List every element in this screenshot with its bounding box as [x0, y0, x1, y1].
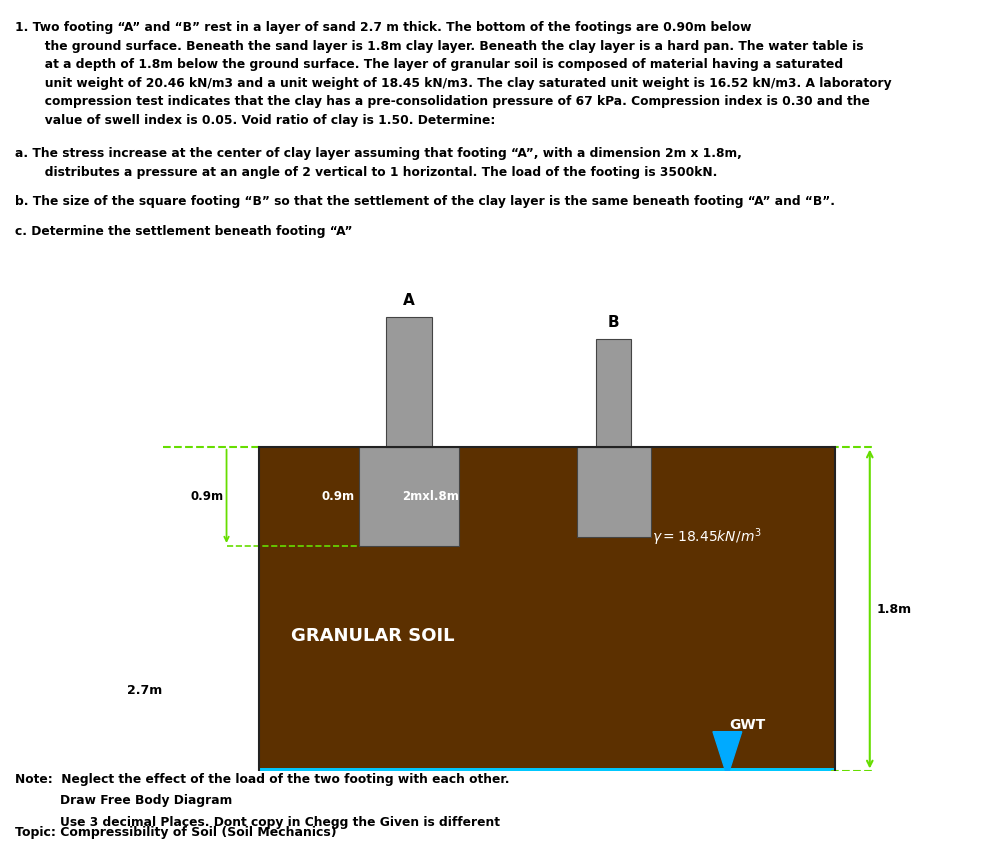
Text: distributes a pressure at an angle of 2 vertical to 1 horizontal. The load of th: distributes a pressure at an angle of 2 …	[32, 166, 716, 179]
Text: 2mxl.8m: 2mxl.8m	[402, 490, 459, 502]
Text: compression test indicates that the clay has a pre-consolidation pressure of 67 : compression test indicates that the clay…	[32, 95, 869, 108]
Bar	[596, 339, 631, 447]
Text: GRANULAR SOIL: GRANULAR SOIL	[290, 627, 453, 645]
Text: the ground surface. Beneath the sand layer is 1.8m clay layer. Beneath the clay : the ground surface. Beneath the sand lay…	[32, 40, 863, 52]
Bar	[259, 447, 833, 843]
Text: value of swell index is 0.05. Void ratio of clay is 1.50. Determine:: value of swell index is 0.05. Void ratio…	[32, 114, 494, 126]
Text: B: B	[608, 314, 619, 330]
Bar	[259, 447, 833, 843]
Text: 1.8m: 1.8m	[876, 603, 911, 615]
Bar	[359, 447, 458, 546]
Text: A: A	[402, 293, 414, 308]
Text: c. Determine the settlement beneath footing “A”: c. Determine the settlement beneath foot…	[15, 225, 352, 238]
Text: 1. Two footing “A” and “B” rest in a layer of sand 2.7 m thick. The bottom of th: 1. Two footing “A” and “B” rest in a lay…	[15, 21, 751, 34]
Text: 0.9m: 0.9m	[190, 490, 223, 502]
Text: at a depth of 1.8m below the ground surface. The layer of granular soil is compo: at a depth of 1.8m below the ground surf…	[32, 58, 843, 71]
Bar	[385, 317, 431, 447]
Text: b. The size of the square footing “B” so that the settlement of the clay layer i: b. The size of the square footing “B” so…	[15, 196, 834, 208]
Text: 2.7m: 2.7m	[127, 684, 162, 696]
Text: a. The stress increase at the center of clay layer assuming that footing “A”, wi: a. The stress increase at the center of …	[15, 148, 741, 160]
Text: unit weight of 20.46 kN/m3 and a unit weight of 18.45 kN/m3. The clay saturated : unit weight of 20.46 kN/m3 and a unit we…	[32, 77, 891, 89]
Text: GWT: GWT	[728, 717, 764, 732]
Bar	[577, 447, 650, 537]
Text: 0.9m: 0.9m	[321, 490, 354, 502]
Text: Topic: Compressibility of Soil (Soil Mechanics): Topic: Compressibility of Soil (Soil Mec…	[15, 826, 336, 840]
Text: Use 3 decimal Places. Dont copy in Chegg the Given is different: Use 3 decimal Places. Dont copy in Chegg…	[60, 816, 499, 829]
Polygon shape	[712, 732, 741, 776]
Text: Note:  Neglect the effect of the load of the two footing with each other.: Note: Neglect the effect of the load of …	[15, 773, 509, 786]
Text: $\gamma = 18.45kN/m^3$: $\gamma = 18.45kN/m^3$	[651, 526, 760, 548]
Text: Draw Free Body Diagram: Draw Free Body Diagram	[60, 794, 232, 808]
